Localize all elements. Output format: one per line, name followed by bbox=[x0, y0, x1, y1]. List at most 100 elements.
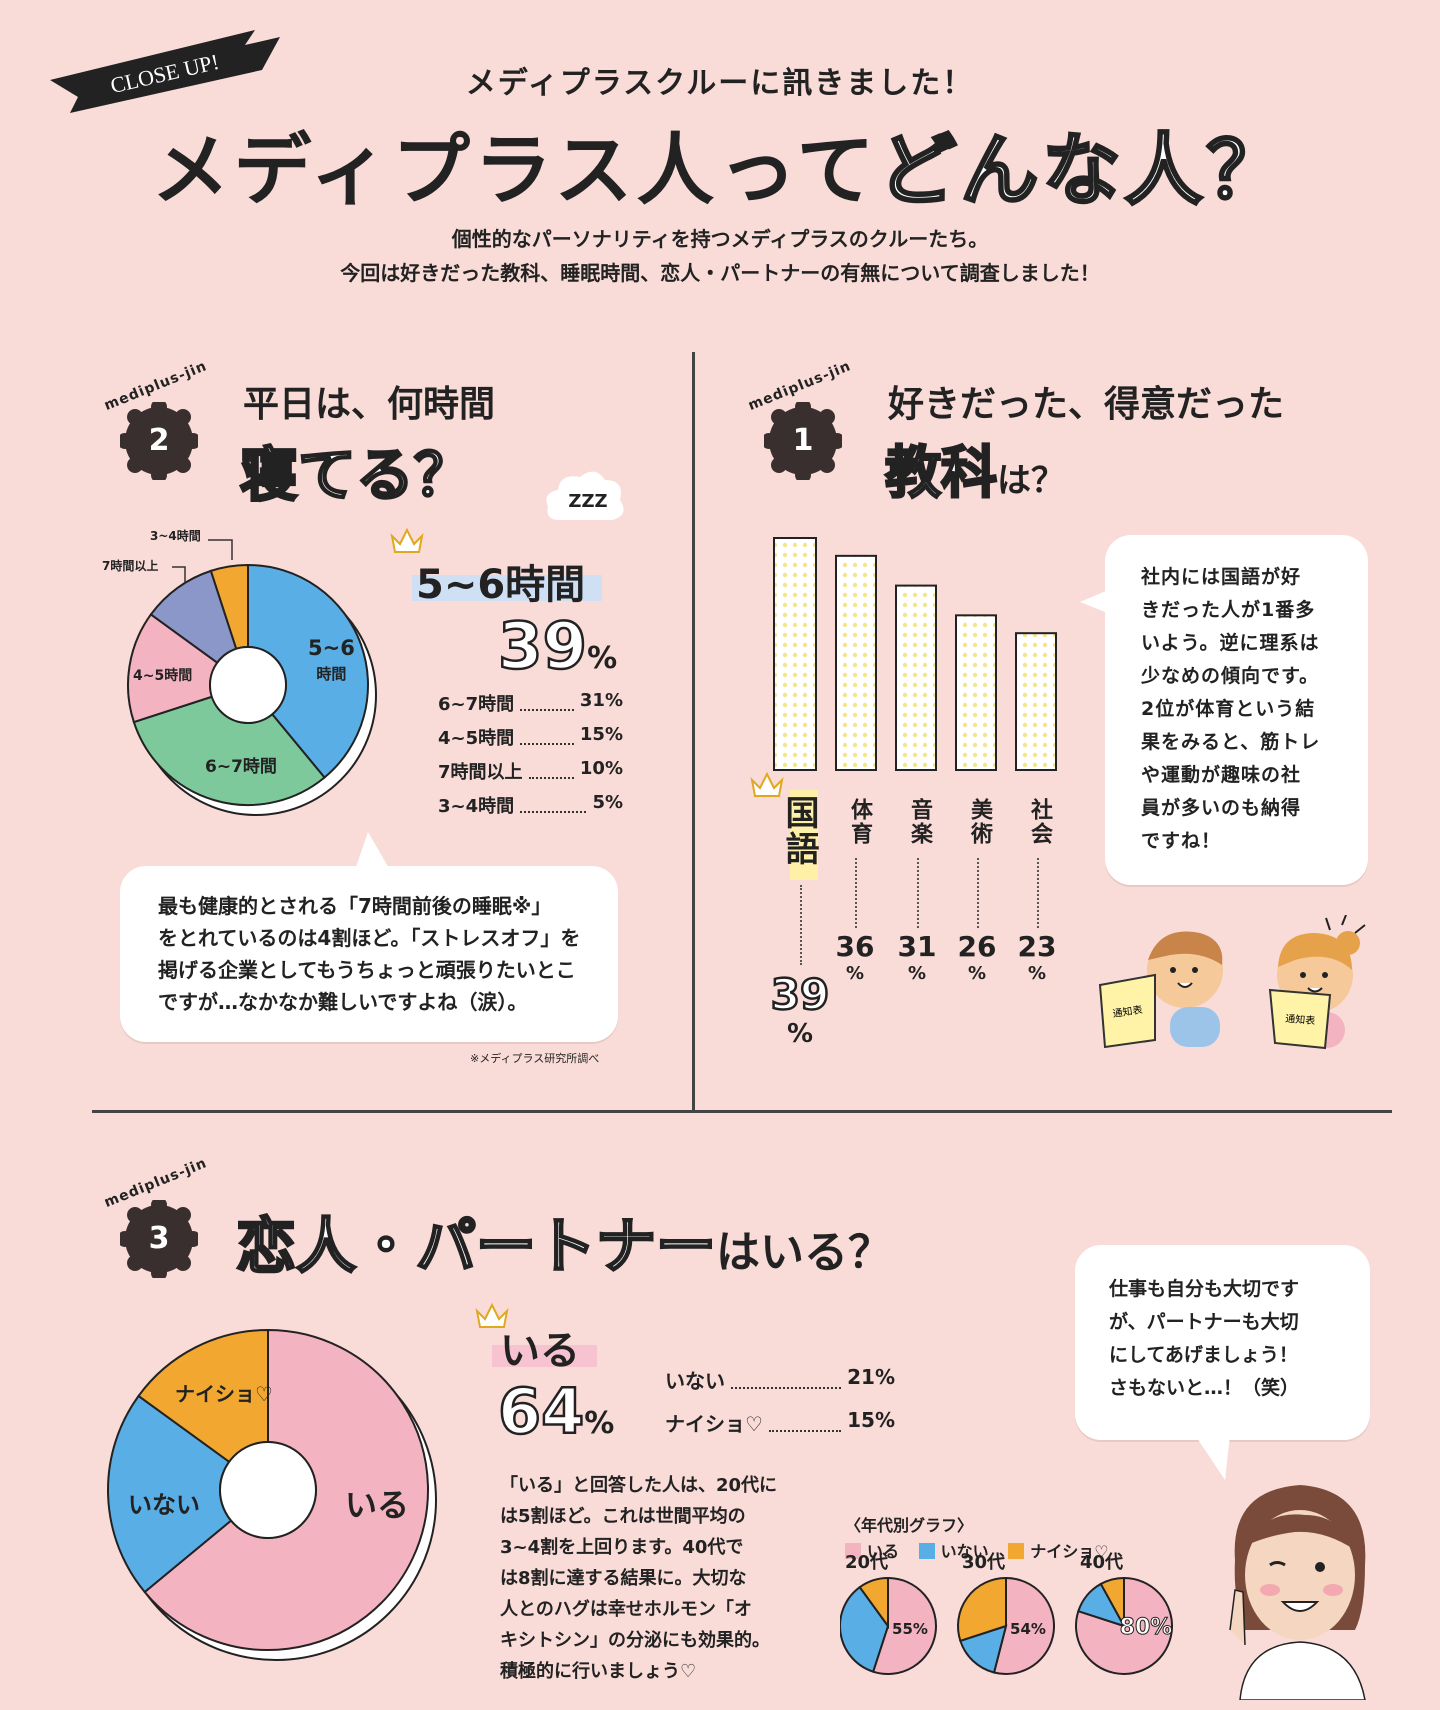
result-row: 4~5時間 15% bbox=[438, 724, 623, 749]
result-row: 3~4時間 5% bbox=[438, 792, 623, 817]
bubble-tail bbox=[355, 832, 390, 870]
subject-pct: 31% bbox=[897, 930, 937, 984]
slice-label-6-7: 6~7時間 bbox=[205, 757, 277, 777]
subject-label: 体育 bbox=[847, 798, 872, 846]
age-slice-naisho bbox=[957, 1576, 1007, 1643]
section1-head-big-wrap: 教科は？ bbox=[884, 428, 1065, 509]
age-graph-title: 〈年代別グラフ〉 bbox=[845, 1516, 974, 1535]
leader-line bbox=[855, 858, 857, 928]
section2-winner-label: 5~6時間 bbox=[416, 562, 586, 608]
legend-swatch-inai bbox=[918, 1543, 935, 1559]
subject-bar bbox=[835, 554, 877, 771]
section1-head-small: 好きだった、得意だった bbox=[888, 384, 1285, 425]
book-text: 通知表 bbox=[1285, 1012, 1316, 1028]
subject-bar bbox=[955, 614, 997, 772]
intro-line-2: 今回は好きだった教科、睡眠時間、恋人・パートナーの有無について調査しました！ bbox=[340, 261, 1100, 285]
section3-body-text: 「いる」と回答した人は、20代に は5割ほど。これは世間平均の 3~4割を上回ります… bbox=[500, 1475, 778, 1682]
section1-number: 1 bbox=[792, 423, 814, 458]
age-label-40s: 40代 bbox=[1080, 1552, 1124, 1573]
crown-icon bbox=[390, 528, 424, 553]
section3-winner-label: いる bbox=[500, 1328, 580, 1374]
sleep-cloud-icon: ZZZ bbox=[546, 471, 624, 520]
legend-swatch-naisho bbox=[1008, 1543, 1025, 1559]
donut-hole bbox=[209, 646, 287, 724]
section3-results-list: いない 21% ナイショ♡ 15% bbox=[665, 1365, 895, 1437]
age-pie-pct: 54% bbox=[1010, 1620, 1046, 1638]
slice-label-7plus: 7時間以上 bbox=[102, 559, 159, 573]
woman-illustration bbox=[1229, 1485, 1366, 1700]
section2-head-big: 寝てる？ bbox=[239, 440, 474, 511]
subject-label: 社会 bbox=[1027, 798, 1052, 846]
section3-number: 3 bbox=[148, 1221, 170, 1256]
section3-winner-pct: 64% bbox=[497, 1374, 615, 1450]
winner-highlight bbox=[790, 790, 818, 880]
section2-badge bbox=[120, 402, 198, 480]
kids-reading-illustration: 通知表 通知表 bbox=[1098, 915, 1366, 1050]
subject-bar bbox=[773, 537, 817, 771]
section3-head-suffix: はいる？ bbox=[716, 1227, 892, 1278]
intro-line-1: 個性的なパーソナリティを持つメディプラスのクルーたち。 bbox=[451, 227, 989, 251]
subject-bar bbox=[1015, 632, 1057, 771]
section3-head-main: 恋人・パートナー bbox=[235, 1211, 718, 1284]
age-slice-inai bbox=[840, 1585, 890, 1673]
slice-label-iru: いる bbox=[345, 1486, 410, 1524]
leader-line bbox=[1037, 858, 1039, 928]
result-row: 6~7時間 31% bbox=[438, 690, 623, 715]
slice-label-3-4: 3~4時間 bbox=[150, 529, 201, 543]
intro-text: 個性的なパーソナリティを持つメディプラスのクルーたち。 今回は好きだった教科、睡… bbox=[0, 222, 1440, 290]
survey-footnote: ※メディプラス研究所調べ bbox=[470, 1052, 600, 1065]
section3-badge bbox=[120, 1200, 198, 1278]
age-pie-pct: 80% bbox=[1120, 1615, 1173, 1640]
subject-comment-bubble: 社内には国語が好 きだった人が1番多 いよう。逆に理系は 少なめの傾向です。 2位が体育… bbox=[1105, 535, 1368, 885]
section2-head-small: 平日は、何時間 bbox=[243, 384, 496, 425]
subject-label: 美術 bbox=[967, 798, 992, 846]
page-title: メディプラス人ってどんな人？ bbox=[0, 108, 1440, 220]
subject-pct: 36% bbox=[835, 930, 875, 984]
book-text: 通知表 bbox=[1112, 1003, 1144, 1020]
title-dark: メディプラス人って bbox=[151, 126, 879, 216]
leader-line bbox=[800, 885, 802, 965]
section2-results-list: 6~7時間 31% 4~5時間 15% 7時間以上 10% 3~4時間 5% bbox=[438, 690, 623, 818]
result-row: いない 21% bbox=[665, 1365, 895, 1393]
crown-icon bbox=[475, 1303, 509, 1328]
crown-icon bbox=[750, 772, 784, 797]
zzz-text: ZZZ bbox=[568, 491, 607, 512]
sleep-comment-text: 最も健康的とされる「7時間前後の睡眠※」 をとれているのは4割ほど。「ストレスオフ… bbox=[158, 894, 581, 1014]
legend-swatch-iru bbox=[845, 1543, 861, 1559]
close-up-banner: CLOSE UP! bbox=[50, 30, 280, 113]
section1-head-suffix: は？ bbox=[997, 461, 1065, 501]
age-pie-charts: 55% 54% 80% bbox=[840, 1576, 1173, 1675]
subject-label: 音楽 bbox=[907, 798, 932, 846]
partner-comment-text: 仕事も自分も大切です が、パートナーも大切 にしてあげましょう！ さもないと…！（笑） bbox=[1109, 1278, 1300, 1399]
subject-comment-text: 社内には国語が好 きだった人が1番多 いよう。逆に理系は 少なめの傾向です。 2位が体育… bbox=[1141, 566, 1321, 852]
subject-bar bbox=[895, 584, 937, 772]
partner-donut-chart bbox=[107, 1328, 437, 1661]
subject-pct: 23% bbox=[1017, 930, 1057, 984]
donut-hole bbox=[219, 1441, 317, 1539]
leader-line bbox=[917, 858, 919, 928]
section2-winner-pct: 39% bbox=[497, 609, 618, 686]
section3-head: 恋人・パートナーはいる？ bbox=[235, 1198, 892, 1285]
leader-line bbox=[977, 858, 979, 928]
section2-number: 2 bbox=[148, 423, 170, 458]
subject-pct: 26% bbox=[957, 930, 997, 984]
result-row: ナイショ♡ 15% bbox=[665, 1408, 895, 1436]
bubble-tail bbox=[1195, 1435, 1230, 1480]
age-pie-pct: 55% bbox=[892, 1620, 928, 1638]
vertical-divider bbox=[692, 352, 695, 1112]
age-slice-iru bbox=[992, 1576, 1055, 1675]
age-slice-naisho bbox=[1099, 1576, 1125, 1627]
horizontal-divider bbox=[92, 1110, 1392, 1113]
subject-label: 国語 bbox=[779, 795, 819, 867]
section1-head-big: 教科 bbox=[884, 440, 999, 508]
winner-highlight bbox=[492, 1345, 597, 1367]
winner-highlight bbox=[412, 575, 602, 601]
sleep-leader-lines bbox=[172, 539, 233, 583]
age-legend: いる いない ナイショ♡ bbox=[845, 1538, 1109, 1562]
subject-bar-chart bbox=[773, 537, 1057, 772]
age-label-20s: 20代 bbox=[845, 1552, 889, 1573]
slice-label-4-5: 4~5時間 bbox=[133, 668, 193, 684]
subject-pct: 39% bbox=[770, 969, 831, 1049]
sleep-donut-chart bbox=[127, 563, 377, 816]
page-subtitle: メディプラスクルーに訊きました！ bbox=[465, 66, 975, 101]
